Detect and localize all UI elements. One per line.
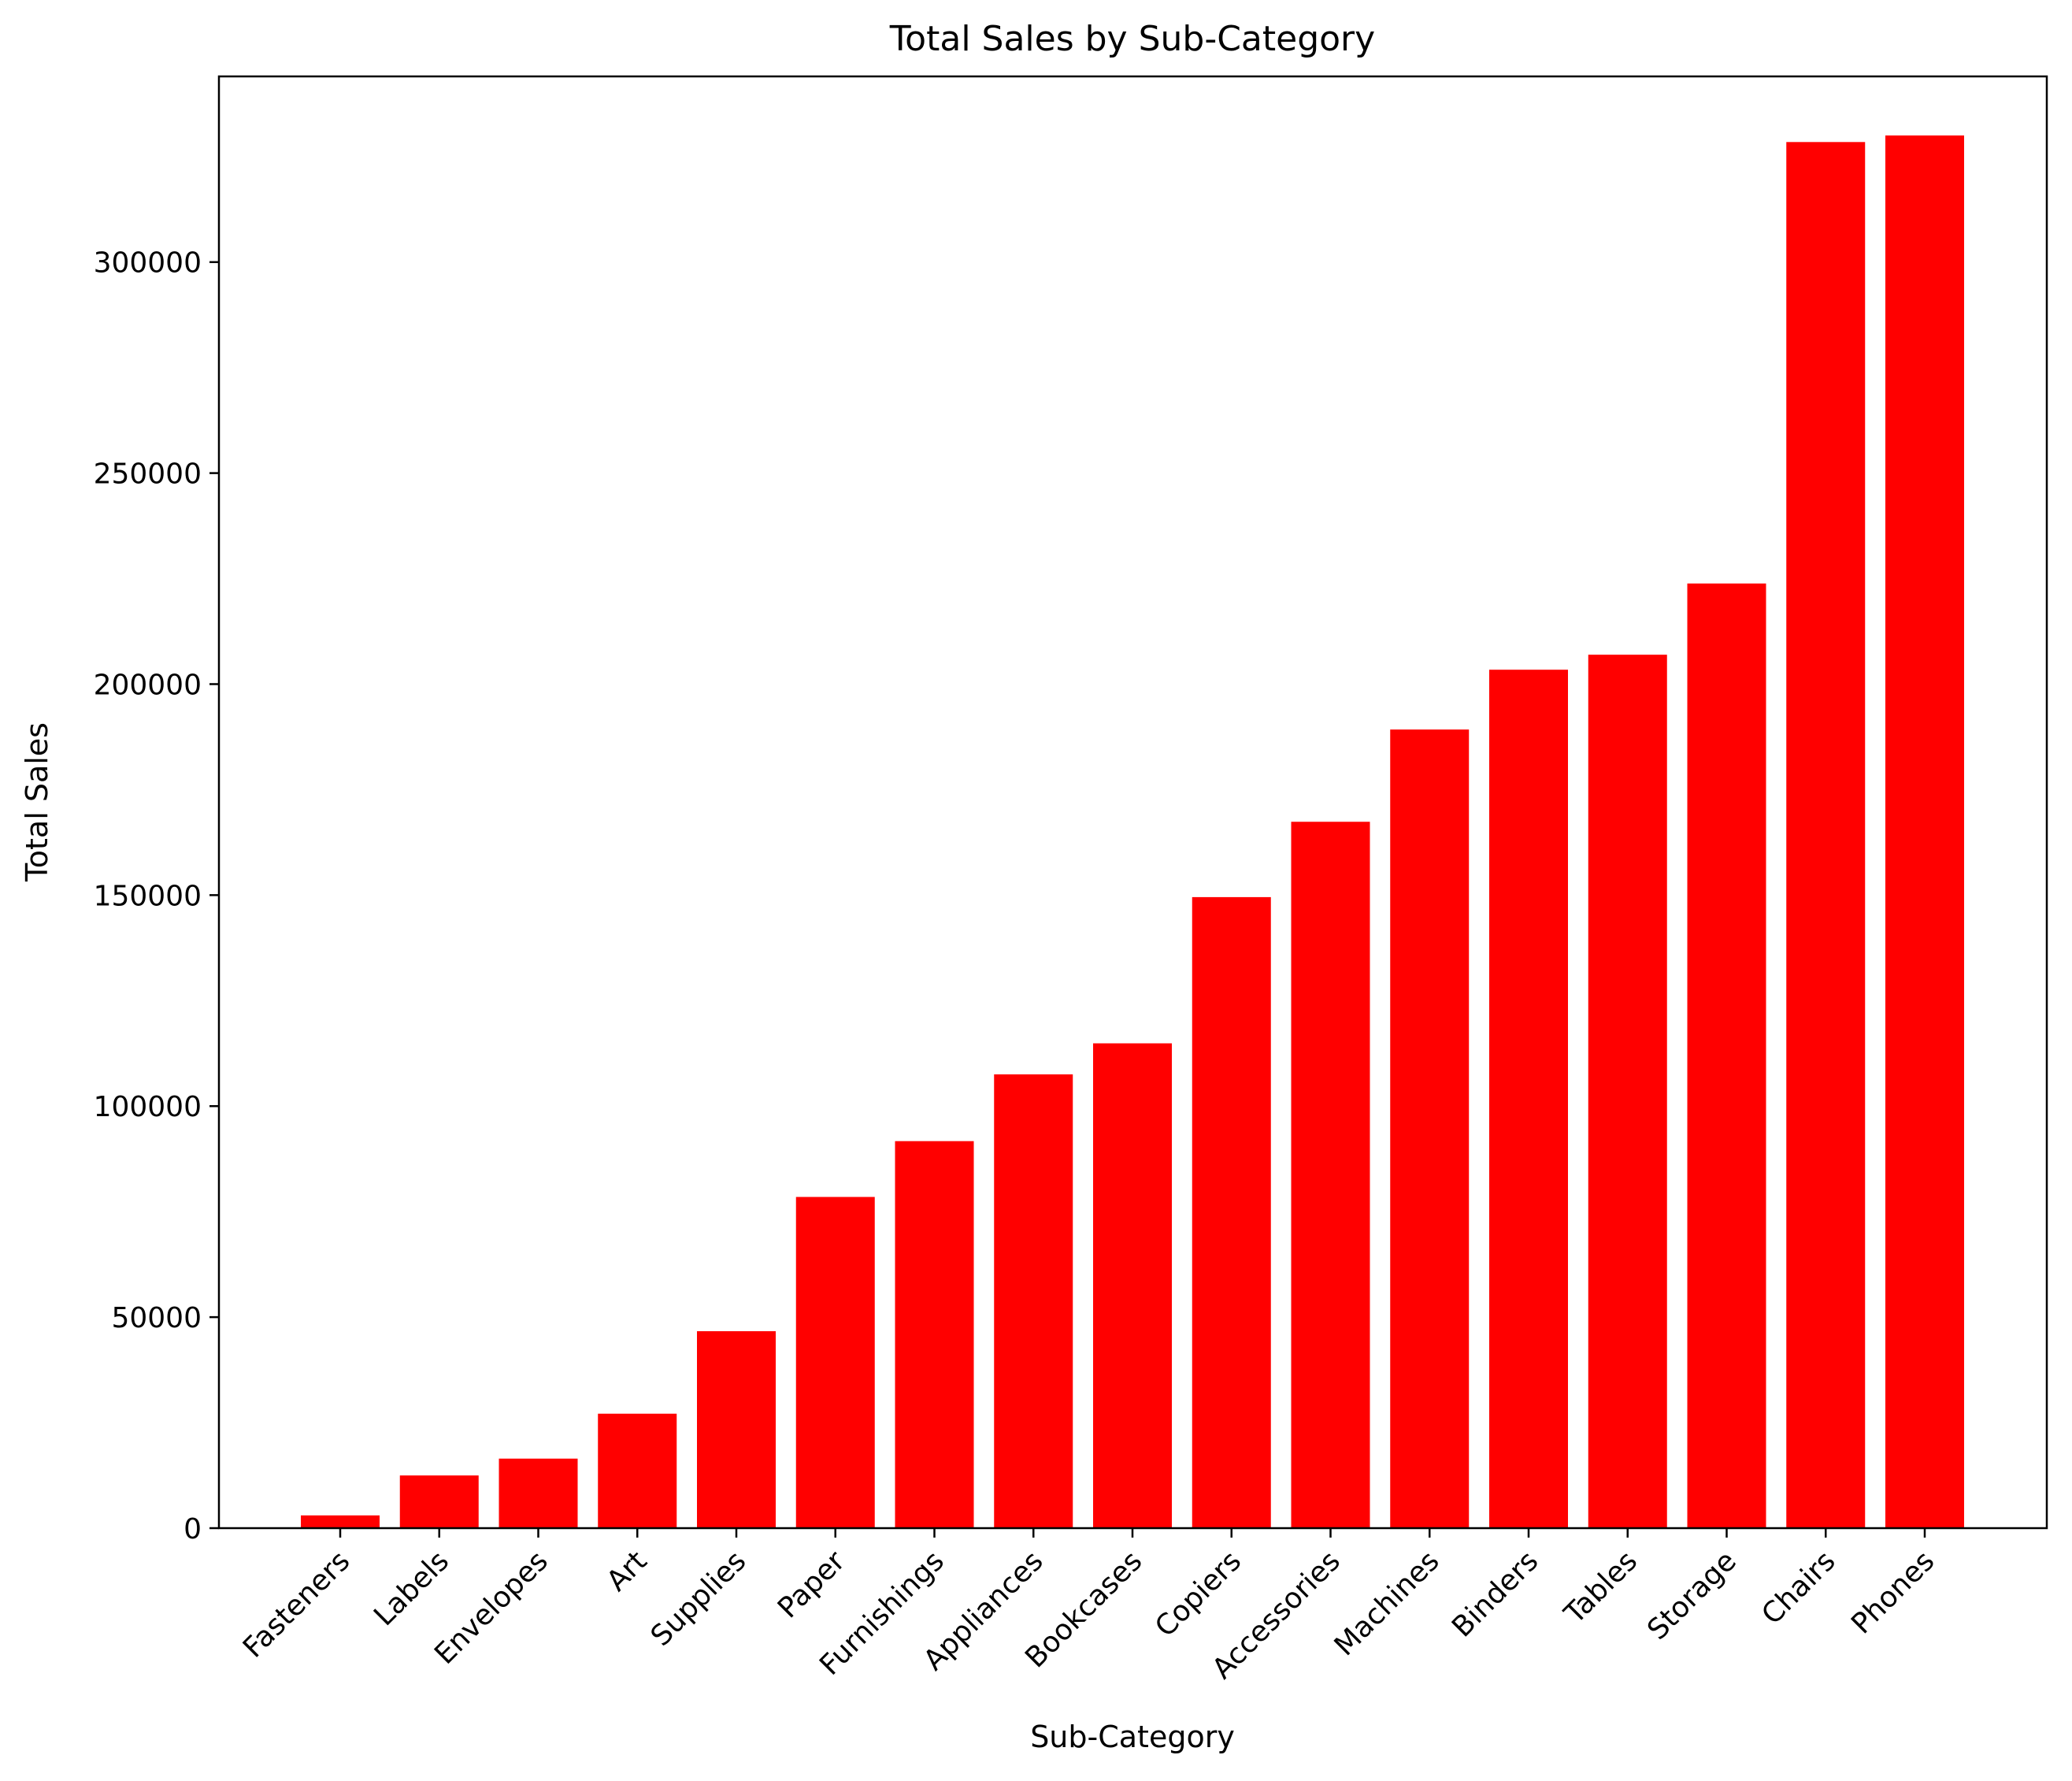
bar-furnishings: [895, 1141, 974, 1528]
x-tick-label: Fasteners: [237, 1545, 356, 1664]
bar-labels: [399, 1475, 479, 1528]
bar-supplies: [697, 1330, 776, 1528]
x-tick-label: Art: [601, 1545, 654, 1597]
bar-copiers: [1192, 896, 1271, 1528]
y-tick-label: 0: [183, 1513, 202, 1545]
y-axis-label: Total Sales: [20, 722, 54, 882]
x-tick-label: Copiers: [1149, 1545, 1247, 1643]
x-tick-label: Storage: [1641, 1545, 1743, 1646]
x-tick-label: Binders: [1446, 1545, 1544, 1643]
x-tick-label: Machines: [1329, 1545, 1446, 1662]
bars-group: [301, 135, 1964, 1529]
bar-envelopes: [499, 1458, 578, 1528]
y-axis: 0 50000 100000 150000 200000 250000 300000: [94, 247, 219, 1545]
y-tick-label: 100000: [94, 1091, 202, 1123]
y-tick-label: 300000: [94, 247, 202, 280]
bar-appliances: [994, 1074, 1073, 1528]
y-tick-label: 150000: [94, 880, 202, 912]
chart-title: Total Sales by Sub-Category: [889, 19, 1375, 59]
bar-phones: [1885, 135, 1964, 1529]
x-tick-label: Labels: [368, 1545, 455, 1632]
y-tick-label: 250000: [94, 458, 202, 491]
bar-binders: [1489, 670, 1568, 1528]
x-tick-label: Supplies: [645, 1545, 753, 1653]
plot-frame: [217, 75, 2048, 1530]
bar-paper: [795, 1197, 875, 1528]
x-tick-label: Paper: [772, 1545, 851, 1624]
bar-storage: [1687, 583, 1766, 1529]
bar-bookcases: [1093, 1043, 1172, 1528]
bar-accessories: [1291, 822, 1370, 1528]
y-tick-label: 50000: [111, 1302, 202, 1334]
x-tick-label: Chairs: [1755, 1545, 1841, 1631]
bar-machines: [1390, 729, 1470, 1528]
x-tick-label: Tables: [1558, 1545, 1644, 1631]
bar-art: [598, 1413, 677, 1528]
bar-tables: [1588, 655, 1667, 1528]
x-tick-label: Phones: [1845, 1545, 1940, 1640]
bar-fasteners: [301, 1515, 380, 1528]
x-axis-label: Sub-Category: [1030, 1720, 1235, 1754]
bar-chairs: [1786, 142, 1866, 1528]
y-tick-label: 200000: [94, 669, 202, 701]
